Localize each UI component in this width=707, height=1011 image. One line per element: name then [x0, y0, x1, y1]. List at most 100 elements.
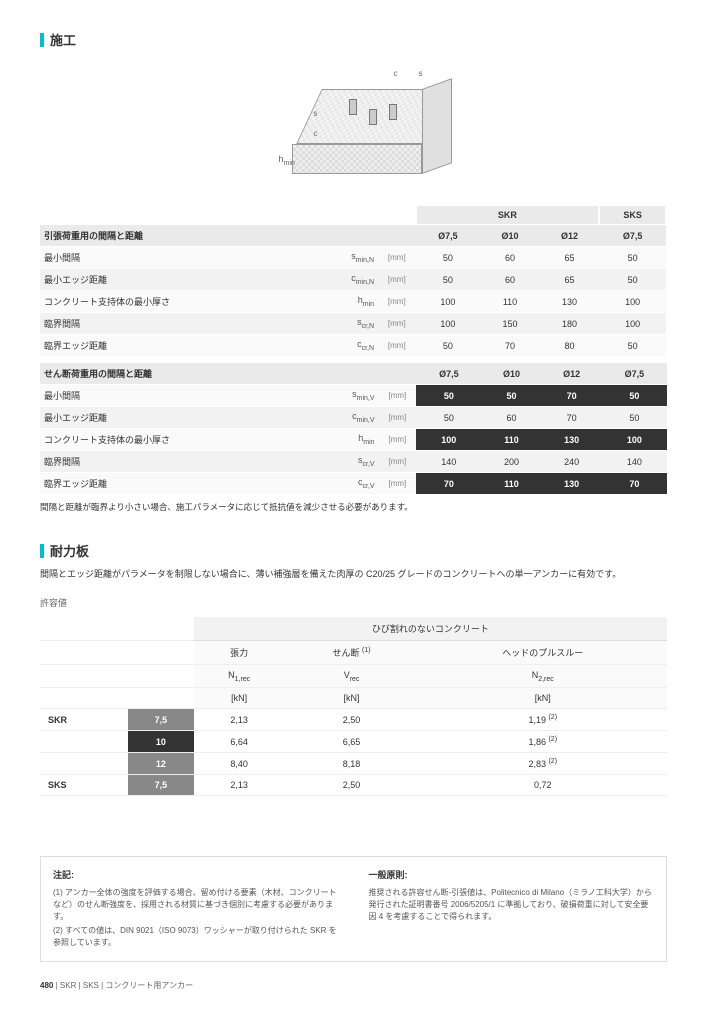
diagram-anchor — [349, 99, 357, 115]
cell-value: 2,50 — [285, 709, 419, 731]
page-footer: 480 | SKR | SKS | コンクリート用アンカー — [40, 980, 667, 991]
row-label: 最小間隔 — [40, 247, 328, 269]
diagram-label: c — [314, 129, 318, 138]
row-unit: [mm] — [379, 429, 417, 451]
cap-group: SKS — [40, 775, 128, 796]
cap-sym: Vrec — [285, 664, 419, 688]
anchor-diagram: c s s c hmin — [254, 59, 454, 189]
cell-value: 2,13 — [194, 775, 285, 796]
cell-value: 130 — [542, 429, 602, 451]
row-unit: [mm] — [378, 247, 416, 269]
footnotes-right: 一般原則: 推奨される許容せん断-引張値は、Politecnico di Mil… — [369, 867, 655, 951]
cell-value: 200 — [481, 451, 541, 473]
row-symbol: scr,N — [328, 313, 378, 335]
footnotes-block: 注記: (1) アンカー全体の強度を評価する場合、留め付ける要素（木材、コンクリ… — [40, 856, 667, 962]
cell-value: 130 — [540, 291, 600, 313]
footer-label: コンクリート用アンカー — [105, 981, 193, 990]
table-row: 12 8,40 8,18 2,83 (2) — [40, 753, 667, 775]
cell-value: 110 — [481, 473, 541, 495]
diagram-label: s — [314, 109, 318, 118]
diagram-anchor — [389, 104, 397, 120]
cell-value: 2,50 — [285, 775, 419, 796]
cap-group: SKR — [40, 709, 128, 731]
table-row: 最小エッジ距離 cmin,V [mm] 50607050 — [40, 407, 667, 429]
cap-col-pull: ヘッドのプルスルー — [418, 640, 667, 664]
table-row: 臨界エッジ距離 ccr,V [mm] 7011013070 — [40, 473, 667, 495]
cell-value: 8,40 — [194, 753, 285, 775]
cell-value: 6,65 — [285, 731, 419, 753]
cell-value: 60 — [480, 269, 540, 291]
section-title: 耐力板 — [50, 541, 89, 560]
row-symbol: ccr,N — [328, 335, 378, 357]
cell-value: 50 — [599, 335, 666, 357]
cap-group — [40, 753, 128, 775]
cap-sym: N2,rec — [418, 664, 667, 688]
row-unit: [mm] — [378, 335, 416, 357]
cell-value: 2,83 (2) — [418, 753, 667, 775]
footer-path: SKR | SKS — [60, 981, 99, 990]
row-unit: [mm] — [378, 313, 416, 335]
cell-value: 50 — [416, 247, 481, 269]
row-symbol: hmin — [328, 429, 378, 451]
cell-value: 50 — [416, 269, 481, 291]
row-unit: [mm] — [379, 385, 417, 407]
row-label: 臨界エッジ距離 — [40, 473, 328, 495]
cap-diameter: 12 — [128, 753, 193, 775]
cap-diameter: 7,5 — [128, 709, 193, 731]
row-unit: [mm] — [379, 473, 417, 495]
row-symbol: hmin — [328, 291, 378, 313]
cell-value: 50 — [602, 385, 667, 407]
cell-value: 70 — [480, 335, 540, 357]
cell-value: 50 — [599, 269, 666, 291]
section-header-capacity: 耐力板 — [40, 541, 667, 560]
cell-value: 50 — [602, 407, 667, 429]
cell-value: 65 — [540, 247, 600, 269]
cell-value: 110 — [481, 429, 541, 451]
diagram-block-front — [292, 144, 422, 174]
section-title: 施工 — [50, 30, 76, 49]
capacity-subhead: 許容値 — [40, 596, 667, 609]
cell-value: 100 — [416, 291, 481, 313]
cell-value: 100 — [599, 313, 666, 335]
table-row: コンクリート支持体の最小厚さ hmin [mm] 100110130100 — [40, 291, 666, 313]
cell-value: 60 — [481, 407, 541, 429]
table-row: 臨界間隔 scr,N [mm] 100150180100 — [40, 313, 666, 335]
footnote-item: 推奨される許容せん断-引張値は、Politecnico di Milano（ミラ… — [369, 887, 655, 923]
table-row: 最小間隔 smin,V [mm] 50507050 — [40, 385, 667, 407]
cap-sym: N1,rec — [194, 664, 285, 688]
row-label: 最小エッジ距離 — [40, 269, 328, 291]
spec-table-shear: せん断荷重用の間隔と距離 Ø7,5 Ø10 Ø12 Ø7,5 最小間隔 smin… — [40, 363, 667, 495]
page-number: 480 — [40, 981, 53, 990]
cell-value: 1,86 (2) — [418, 731, 667, 753]
cap-top: ひび割れのないコンクリート — [194, 617, 667, 641]
footnote-item: (2) すべての値は、DIN 9021（ISO 9073）ワッシャーが取り付けら… — [53, 925, 339, 949]
capacity-table: ひび割れのないコンクリート 張力 せん断 (1) ヘッドのプルスルー N1,re… — [40, 617, 667, 797]
capacity-intro: 間隔とエッジ距離がパラメータを制限しない場合に、薄い補強層を備えた肉厚の C20… — [40, 568, 667, 582]
row-label: 臨界エッジ距離 — [40, 335, 328, 357]
cell-value: 240 — [542, 451, 602, 473]
cell-value: 70 — [602, 473, 667, 495]
table-row: 最小エッジ距離 cmin,N [mm] 50606550 — [40, 269, 666, 291]
cell-value: 50 — [599, 247, 666, 269]
cap-group — [40, 731, 128, 753]
row-label: コンクリート支持体の最小厚さ — [40, 291, 328, 313]
cell-value: 140 — [416, 451, 481, 473]
footnote-item: (1) アンカー全体の強度を評価する場合、留め付ける要素（木材、コンクリートなど… — [53, 887, 339, 923]
row-label: 臨界間隔 — [40, 451, 328, 473]
row-label: 最小間隔 — [40, 385, 328, 407]
section-marker — [40, 33, 44, 47]
diagram-label: s — [419, 69, 423, 78]
cell-value: 130 — [542, 473, 602, 495]
cell-value: 50 — [416, 407, 481, 429]
cell-value: 6,64 — [194, 731, 285, 753]
cell-value: 100 — [599, 291, 666, 313]
row-label: 最小エッジ距離 — [40, 407, 328, 429]
cell-value: 150 — [480, 313, 540, 335]
row-unit: [mm] — [378, 291, 416, 313]
row-symbol: cmin,N — [328, 269, 378, 291]
row-symbol: smin,V — [328, 385, 378, 407]
spec1-title: 引張荷重用の間隔と距離 — [40, 225, 328, 247]
row-symbol: cmin,V — [328, 407, 378, 429]
cell-value: 70 — [416, 473, 481, 495]
table-row: 最小間隔 smin,N [mm] 50606550 — [40, 247, 666, 269]
